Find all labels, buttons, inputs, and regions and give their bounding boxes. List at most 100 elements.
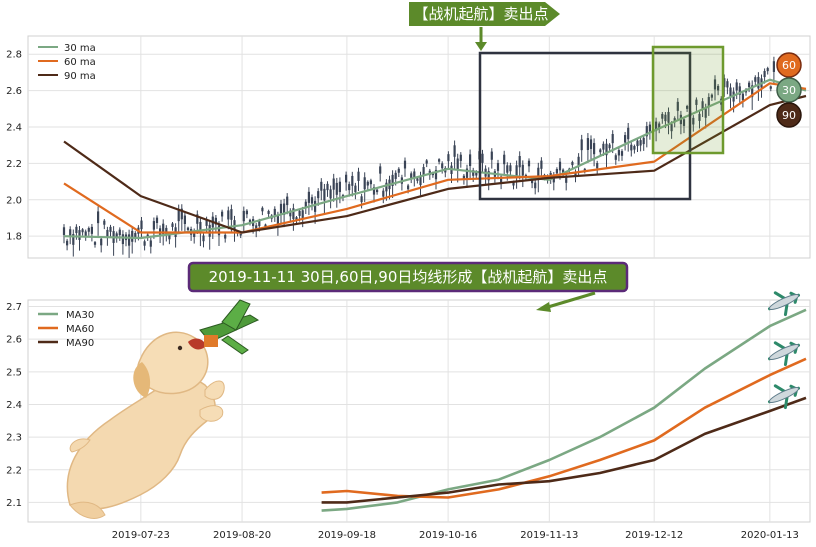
candle-body: [279, 203, 283, 214]
candle-body: [531, 178, 534, 184]
badge-60-label: 60: [782, 59, 796, 72]
candle-body: [298, 210, 301, 216]
candle-body: [717, 85, 720, 91]
candle-body: [261, 207, 264, 212]
plane-icon-ma30: [767, 291, 801, 317]
candle-body: [183, 215, 186, 225]
candle-body: [208, 224, 211, 237]
candle-body: [673, 118, 676, 123]
plane-icon-ma90: [767, 384, 801, 410]
candle-body: [335, 182, 338, 195]
bottom-xtick-label: 2019-12-12: [625, 530, 683, 541]
legend-label-ma60: MA60: [66, 324, 94, 335]
bottom-x-axis: 2019-07-23 2019-08-20 2019-09-18 2019-10-16…: [112, 530, 799, 541]
candle-body: [627, 127, 630, 140]
bottom-banner: 2019-11-11 30日,60日,90日均线形成【战机起航】卖出点: [187, 261, 629, 312]
candle-body: [100, 238, 103, 246]
candle-body: [729, 87, 732, 98]
badge-30-label: 30: [782, 84, 796, 97]
candle-body: [131, 230, 134, 242]
candle-body: [323, 188, 326, 201]
candle-body: [267, 210, 270, 214]
candle-body: [540, 160, 543, 169]
candle-body: [314, 200, 317, 212]
candle-body: [763, 70, 766, 78]
candle-body: [171, 223, 174, 227]
candle-body: [521, 164, 524, 176]
candle-body: [382, 190, 385, 197]
candle-body: [317, 191, 320, 199]
candle-body: [608, 144, 611, 149]
candle-body: [230, 209, 233, 220]
candle-body: [741, 93, 744, 101]
candle-body: [664, 114, 667, 122]
candle-body: [87, 228, 90, 232]
candle-body: [379, 166, 382, 174]
candle-body: [106, 229, 109, 238]
top-line-30ma: [63, 78, 807, 240]
range-box-dark: [478, 51, 692, 201]
candle-body: [143, 241, 146, 246]
candle-body: [503, 154, 506, 165]
candle-body: [289, 210, 292, 217]
candle-body: [723, 78, 726, 88]
top-ytick-label: 2.2: [6, 159, 22, 170]
badge-90-label: 90: [782, 109, 796, 122]
candle-body: [62, 227, 66, 235]
candle-body: [614, 155, 617, 160]
candle-body: [320, 181, 323, 191]
bottom-banner-pointer-head: [536, 302, 551, 312]
candle-body: [682, 119, 686, 126]
candle-body: [481, 153, 484, 163]
bottom-legend: MA30 MA60 MA90: [38, 310, 94, 349]
bottom-ytick-label: 2.5: [6, 367, 22, 378]
bottom-banner-box: [187, 261, 629, 293]
top-panel: 2.8 2.6 2.4 2.2 2.0 1.8 30 ma 60 ma 90 ma 60 …: [6, 2, 811, 259]
candle-body: [527, 160, 531, 167]
bottom-xtick-label: 2019-09-18: [318, 530, 376, 541]
candle-body: [205, 219, 208, 226]
candle-body: [624, 135, 627, 143]
candle-body: [357, 171, 360, 181]
candle-body: [292, 208, 295, 220]
top-line-90ma: [63, 94, 807, 234]
top-banner-pointer-head: [475, 42, 487, 51]
candle-body: [515, 165, 518, 177]
candle-body: [596, 163, 599, 169]
candle-body: [447, 154, 450, 162]
candle-body: [84, 231, 87, 236]
candle-body: [103, 220, 106, 225]
candle-body: [748, 82, 751, 88]
candle-body: [276, 215, 279, 226]
candle-body: [695, 99, 698, 105]
dog-illustration: [66, 331, 225, 519]
candle-body: [512, 181, 515, 186]
candle-body: [221, 211, 224, 217]
candle-body: [258, 220, 261, 227]
dog-mouth: [188, 338, 206, 350]
candle-body: [534, 182, 537, 189]
candle-body: [441, 163, 444, 169]
candle-body: [372, 187, 376, 195]
candle-body: [264, 224, 267, 227]
bottom-y-axis: 2.7 2.6 2.5 2.4 2.3 2.2 2.1: [6, 302, 22, 509]
candle-body: [735, 82, 738, 91]
candle-body: [394, 172, 397, 179]
candle-body: [636, 140, 639, 147]
toy-plane-wing-top: [221, 299, 251, 331]
candle-body: [425, 160, 428, 164]
candle-body: [310, 197, 314, 204]
candle-body: [738, 86, 741, 95]
candle-body: [438, 159, 441, 162]
candle-body: [586, 138, 589, 150]
candle-body: [224, 234, 227, 239]
toy-plane-wing-bottom: [221, 335, 249, 355]
range-box-green: [651, 45, 725, 155]
candle-body: [462, 175, 465, 181]
badge-90: [776, 102, 802, 128]
candle-body: [354, 185, 357, 193]
candle-body: [134, 233, 137, 238]
candle-body: [69, 229, 72, 237]
bottom-ma-lines: [321, 308, 807, 512]
